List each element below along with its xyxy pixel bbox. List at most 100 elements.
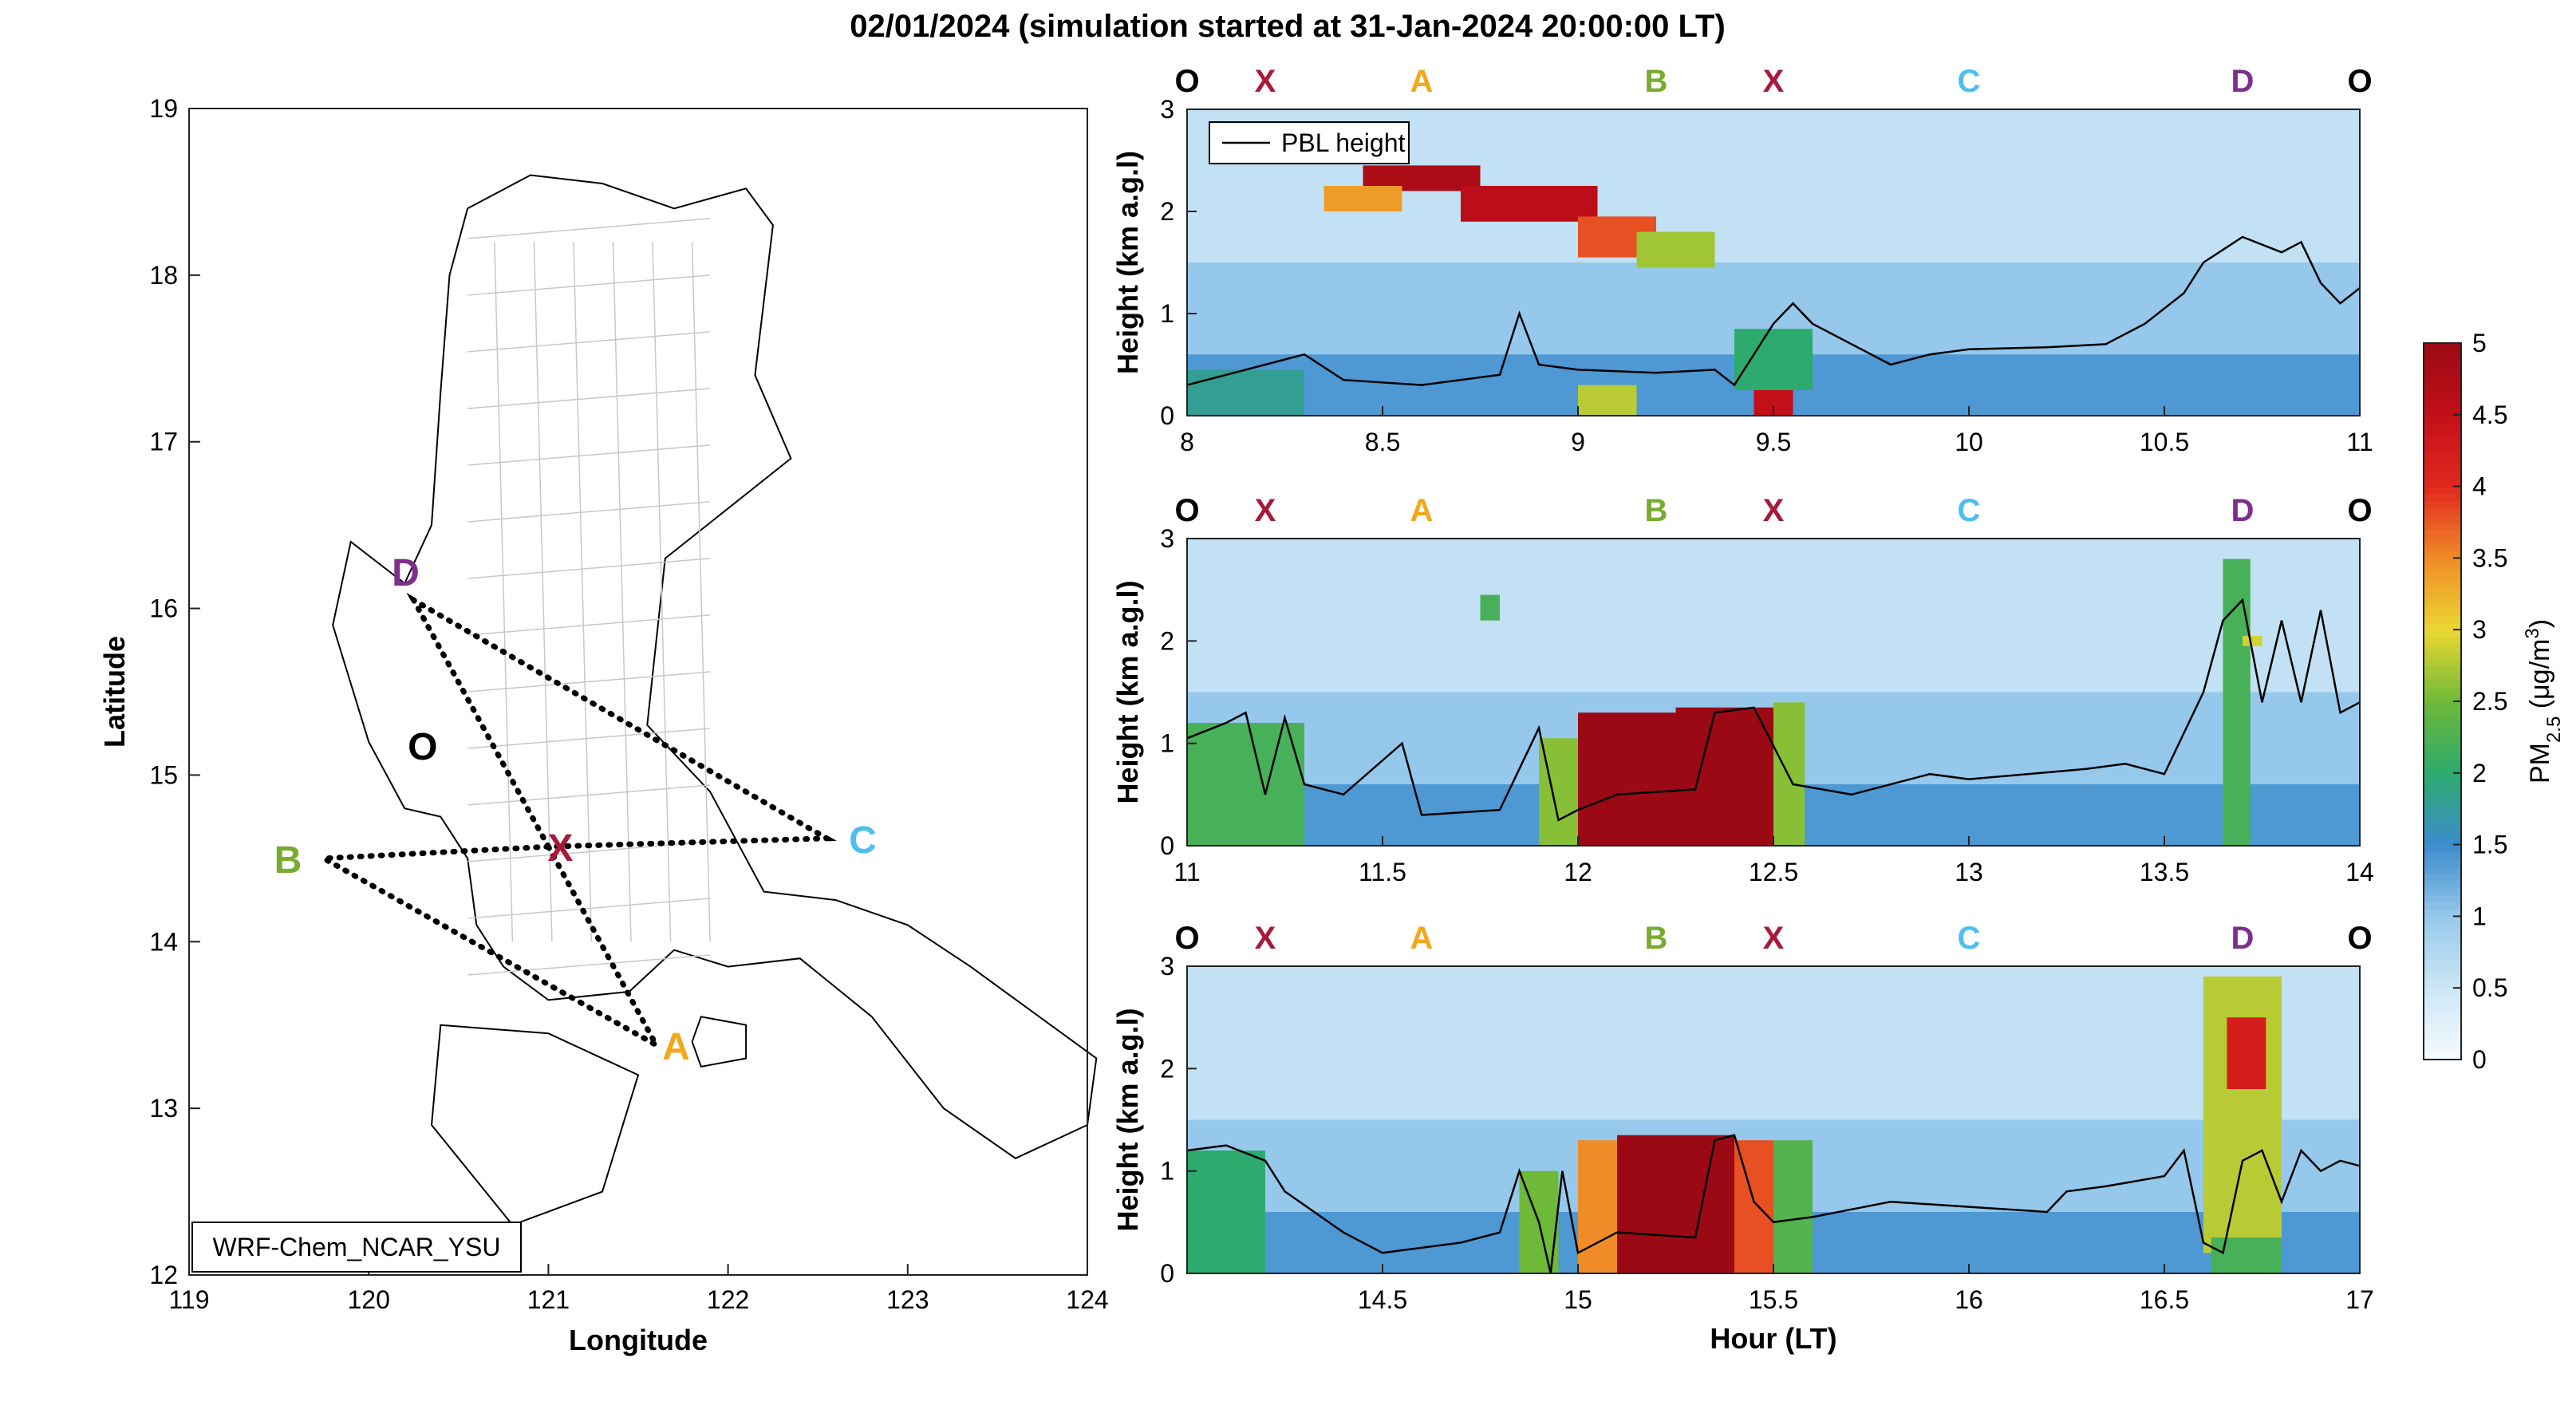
province-line bbox=[467, 388, 711, 409]
colorbar-segment bbox=[2424, 708, 2461, 716]
colorbar-segment bbox=[2424, 844, 2461, 853]
colorbar-segment bbox=[2424, 758, 2461, 767]
map-frame bbox=[188, 108, 1088, 1276]
colorbar-label-part: 3 bbox=[2522, 628, 2543, 638]
pm25-cell bbox=[2227, 1017, 2266, 1089]
colorbar-segment bbox=[2424, 729, 2461, 738]
colorbar-segment bbox=[2424, 902, 2461, 910]
colorbar-segment bbox=[2424, 630, 2461, 637]
colorbar-segment bbox=[2424, 608, 2461, 617]
pm25-cell bbox=[2223, 558, 2251, 846]
colorbar-segment bbox=[2424, 572, 2461, 581]
top-point-O: O bbox=[1174, 64, 1199, 99]
map-point-O: O bbox=[408, 726, 437, 768]
province-line bbox=[533, 242, 553, 942]
ytick-label: 3 bbox=[1160, 95, 1174, 124]
ytick-label: 1 bbox=[1160, 1157, 1174, 1186]
colorbar-segment bbox=[2424, 651, 2461, 659]
map-xtick-label: 122 bbox=[707, 1285, 749, 1314]
colorbar-segment bbox=[2424, 1038, 2461, 1046]
map-xtick-label: 121 bbox=[527, 1285, 570, 1314]
colorbar-segment bbox=[2424, 658, 2461, 666]
colorbar-segment bbox=[2424, 378, 2461, 387]
pm25-cell bbox=[1187, 1151, 1265, 1273]
colorbar-segment bbox=[2424, 558, 2461, 566]
pm25-cell bbox=[1578, 1140, 1617, 1273]
colorbar-segment bbox=[2424, 973, 2461, 981]
colorbar-segment bbox=[2424, 551, 2461, 559]
map-xtick-label: 120 bbox=[348, 1285, 390, 1314]
colorbar-segment bbox=[2424, 565, 2461, 574]
map-panel: 119 120 121 122 123 124 12 13 14 15 16 17 18 19 Longit… bbox=[98, 94, 1109, 1356]
colorbar-tick-label: 0 bbox=[2472, 1045, 2487, 1074]
top-point-B: B bbox=[1645, 64, 1668, 99]
colorbar-tick-label: 4.5 bbox=[2472, 401, 2507, 429]
colorbar-segment bbox=[2424, 493, 2461, 502]
colorbar-segment bbox=[2424, 515, 2461, 523]
colorbar-segment bbox=[2424, 916, 2461, 925]
figure-title: 02/01/2024 (simulation started at 31-Jan… bbox=[850, 9, 1726, 44]
xtick-label: 15 bbox=[1564, 1285, 1592, 1314]
ytick-label: 2 bbox=[1160, 1054, 1174, 1083]
xtick-label: 11 bbox=[1174, 858, 1200, 886]
ytick-label: 2 bbox=[1160, 626, 1174, 655]
top-point-D: D bbox=[2231, 921, 2254, 956]
colorbar-segment bbox=[2424, 644, 2461, 652]
xtick-label: 14 bbox=[2345, 858, 2374, 886]
colorbar-segment bbox=[2424, 364, 2461, 373]
colorbar-segment bbox=[2424, 952, 2461, 961]
colorbar-tick-label: 4 bbox=[2472, 472, 2487, 501]
colorbar-tick-label: 0.5 bbox=[2472, 973, 2507, 1002]
colorbar-segment bbox=[2424, 937, 2461, 946]
legend-pbl-label: PBL height bbox=[1281, 128, 1405, 157]
colorbar-segment bbox=[2424, 751, 2461, 760]
pm25-cell bbox=[1675, 707, 1773, 846]
colorbar-segment bbox=[2424, 1031, 2461, 1039]
colorbar-segment bbox=[2424, 522, 2461, 531]
colorbar-segment bbox=[2424, 808, 2461, 817]
colorbar-segment bbox=[2424, 873, 2461, 882]
colorbar-segment bbox=[2424, 586, 2461, 595]
top-point-D: D bbox=[2231, 64, 2254, 99]
colorbar-segment bbox=[2424, 414, 2461, 423]
map-xtick-label: 124 bbox=[1066, 1285, 1108, 1314]
pm25-cell bbox=[1617, 1135, 1734, 1273]
colorbar-label-part: PM bbox=[2525, 743, 2555, 783]
xtick-label: 13 bbox=[1955, 858, 1983, 886]
colorbar-segment bbox=[2424, 421, 2461, 430]
colorbar-segment bbox=[2424, 887, 2461, 896]
colorbar-segment bbox=[2424, 909, 2461, 918]
model-label-box bbox=[191, 1222, 522, 1273]
xtick-label: 9 bbox=[1571, 428, 1585, 456]
colorbar-segment bbox=[2424, 945, 2461, 953]
colorbar-segment bbox=[2424, 357, 2461, 365]
colorbar-segment bbox=[2424, 393, 2461, 401]
pm25-cell bbox=[1461, 186, 1598, 222]
colorbar-tick-label: 1 bbox=[2472, 902, 2487, 930]
map-point-D: D bbox=[392, 552, 420, 594]
ytick-label: 0 bbox=[1160, 401, 1174, 430]
top-point-A: A bbox=[1410, 64, 1434, 99]
map-ytick-label: 16 bbox=[149, 594, 178, 623]
top-point-C: C bbox=[1958, 64, 1981, 99]
top-point-O: O bbox=[2347, 64, 2372, 99]
colorbar-tick-label: 3 bbox=[2472, 615, 2487, 644]
colorbar-segment bbox=[2424, 988, 2461, 996]
colorbar-segment bbox=[2424, 1045, 2461, 1053]
top-point-A: A bbox=[1410, 921, 1434, 956]
pm25-cell bbox=[1187, 369, 1304, 416]
xtick-label: 13.5 bbox=[2140, 858, 2189, 886]
province-line bbox=[652, 242, 672, 942]
model-label: WRF-Chem_NCAR_YSU bbox=[213, 1233, 501, 1261]
pm25-cell bbox=[1734, 1140, 1773, 1273]
colorbar-segment bbox=[2424, 858, 2461, 867]
xtick-label: 11.5 bbox=[1359, 858, 1406, 886]
xtick-label: 11 bbox=[2346, 428, 2373, 456]
province-line bbox=[467, 331, 711, 353]
colorbar-tick-label: 5 bbox=[2472, 329, 2487, 357]
colorbar-segment bbox=[2424, 507, 2461, 516]
xtick-label: 15.5 bbox=[1749, 1285, 1798, 1314]
pbl-height-line bbox=[1186, 235, 2361, 387]
